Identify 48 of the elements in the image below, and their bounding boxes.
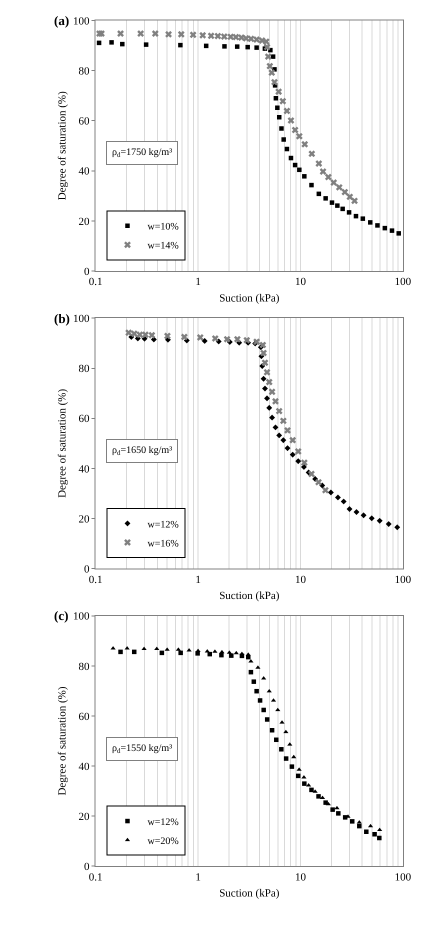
x-tick-label: 1 [195,574,201,586]
x-axis-title: Suction (kPa) [219,888,280,900]
y-tick-label: 80 [78,363,90,376]
x-tick-label: 0.1 [88,871,103,884]
y-axis-title: Degree of saturation (%) [56,90,69,200]
y-tick-label: 40 [78,166,90,178]
chart-title: (a) [54,13,70,28]
y-tick-label: 100 [72,610,90,623]
x-tick-label: 100 [394,871,412,884]
y-tick-label: 60 [78,710,90,723]
y-tick-label: 20 [78,216,90,228]
x-tick-label: 10 [295,574,307,586]
chart-title: (c) [54,608,68,623]
y-tick-label: 0 [84,266,90,278]
x-tick-label: 100 [394,574,412,586]
x-tick-label: 10 [295,276,307,288]
y-tick-label: 100 [72,313,90,326]
legend-label: w=12% [147,519,179,530]
annotation: ρ$_{d}$=1550 kg/m³ [112,743,172,756]
legend-label: w=14% [147,240,179,252]
annotation: ρ$_{d}$=1750 kg/m³ [112,147,172,160]
x-axis-title: Suction (kPa) [219,292,280,304]
y-tick-label: 100 [72,15,90,28]
y-tick-label: 20 [78,811,90,824]
y-tick-label: 80 [78,65,90,78]
y-tick-label: 60 [78,413,90,426]
legend-label: w=16% [147,538,179,550]
y-tick-label: 20 [78,513,90,526]
annotation: ρ$_{d}$=1650 kg/m³ [112,445,172,458]
x-tick-label: 0.1 [88,276,103,288]
y-axis-title: Degree of saturation (%) [56,686,69,796]
y-tick-label: 40 [78,463,90,476]
chart-title: (b) [54,311,70,326]
x-tick-label: 100 [394,276,412,288]
y-tick-label: 80 [78,660,90,673]
y-tick-label: 0 [84,861,90,874]
legend-label: w=12% [147,816,179,828]
x-tick-label: 0.1 [88,574,103,586]
legend-label: w=20% [147,836,179,847]
y-tick-label: 0 [84,563,90,576]
x-tick-label: 10 [295,871,307,884]
x-axis-title: Suction (kPa) [219,590,280,602]
legend-label: w=10% [147,222,179,233]
y-axis-title: Degree of saturation (%) [56,388,69,498]
x-tick-label: 1 [195,276,201,288]
y-tick-label: 40 [78,760,90,773]
y-tick-label: 60 [78,116,90,128]
x-tick-label: 1 [195,871,201,884]
